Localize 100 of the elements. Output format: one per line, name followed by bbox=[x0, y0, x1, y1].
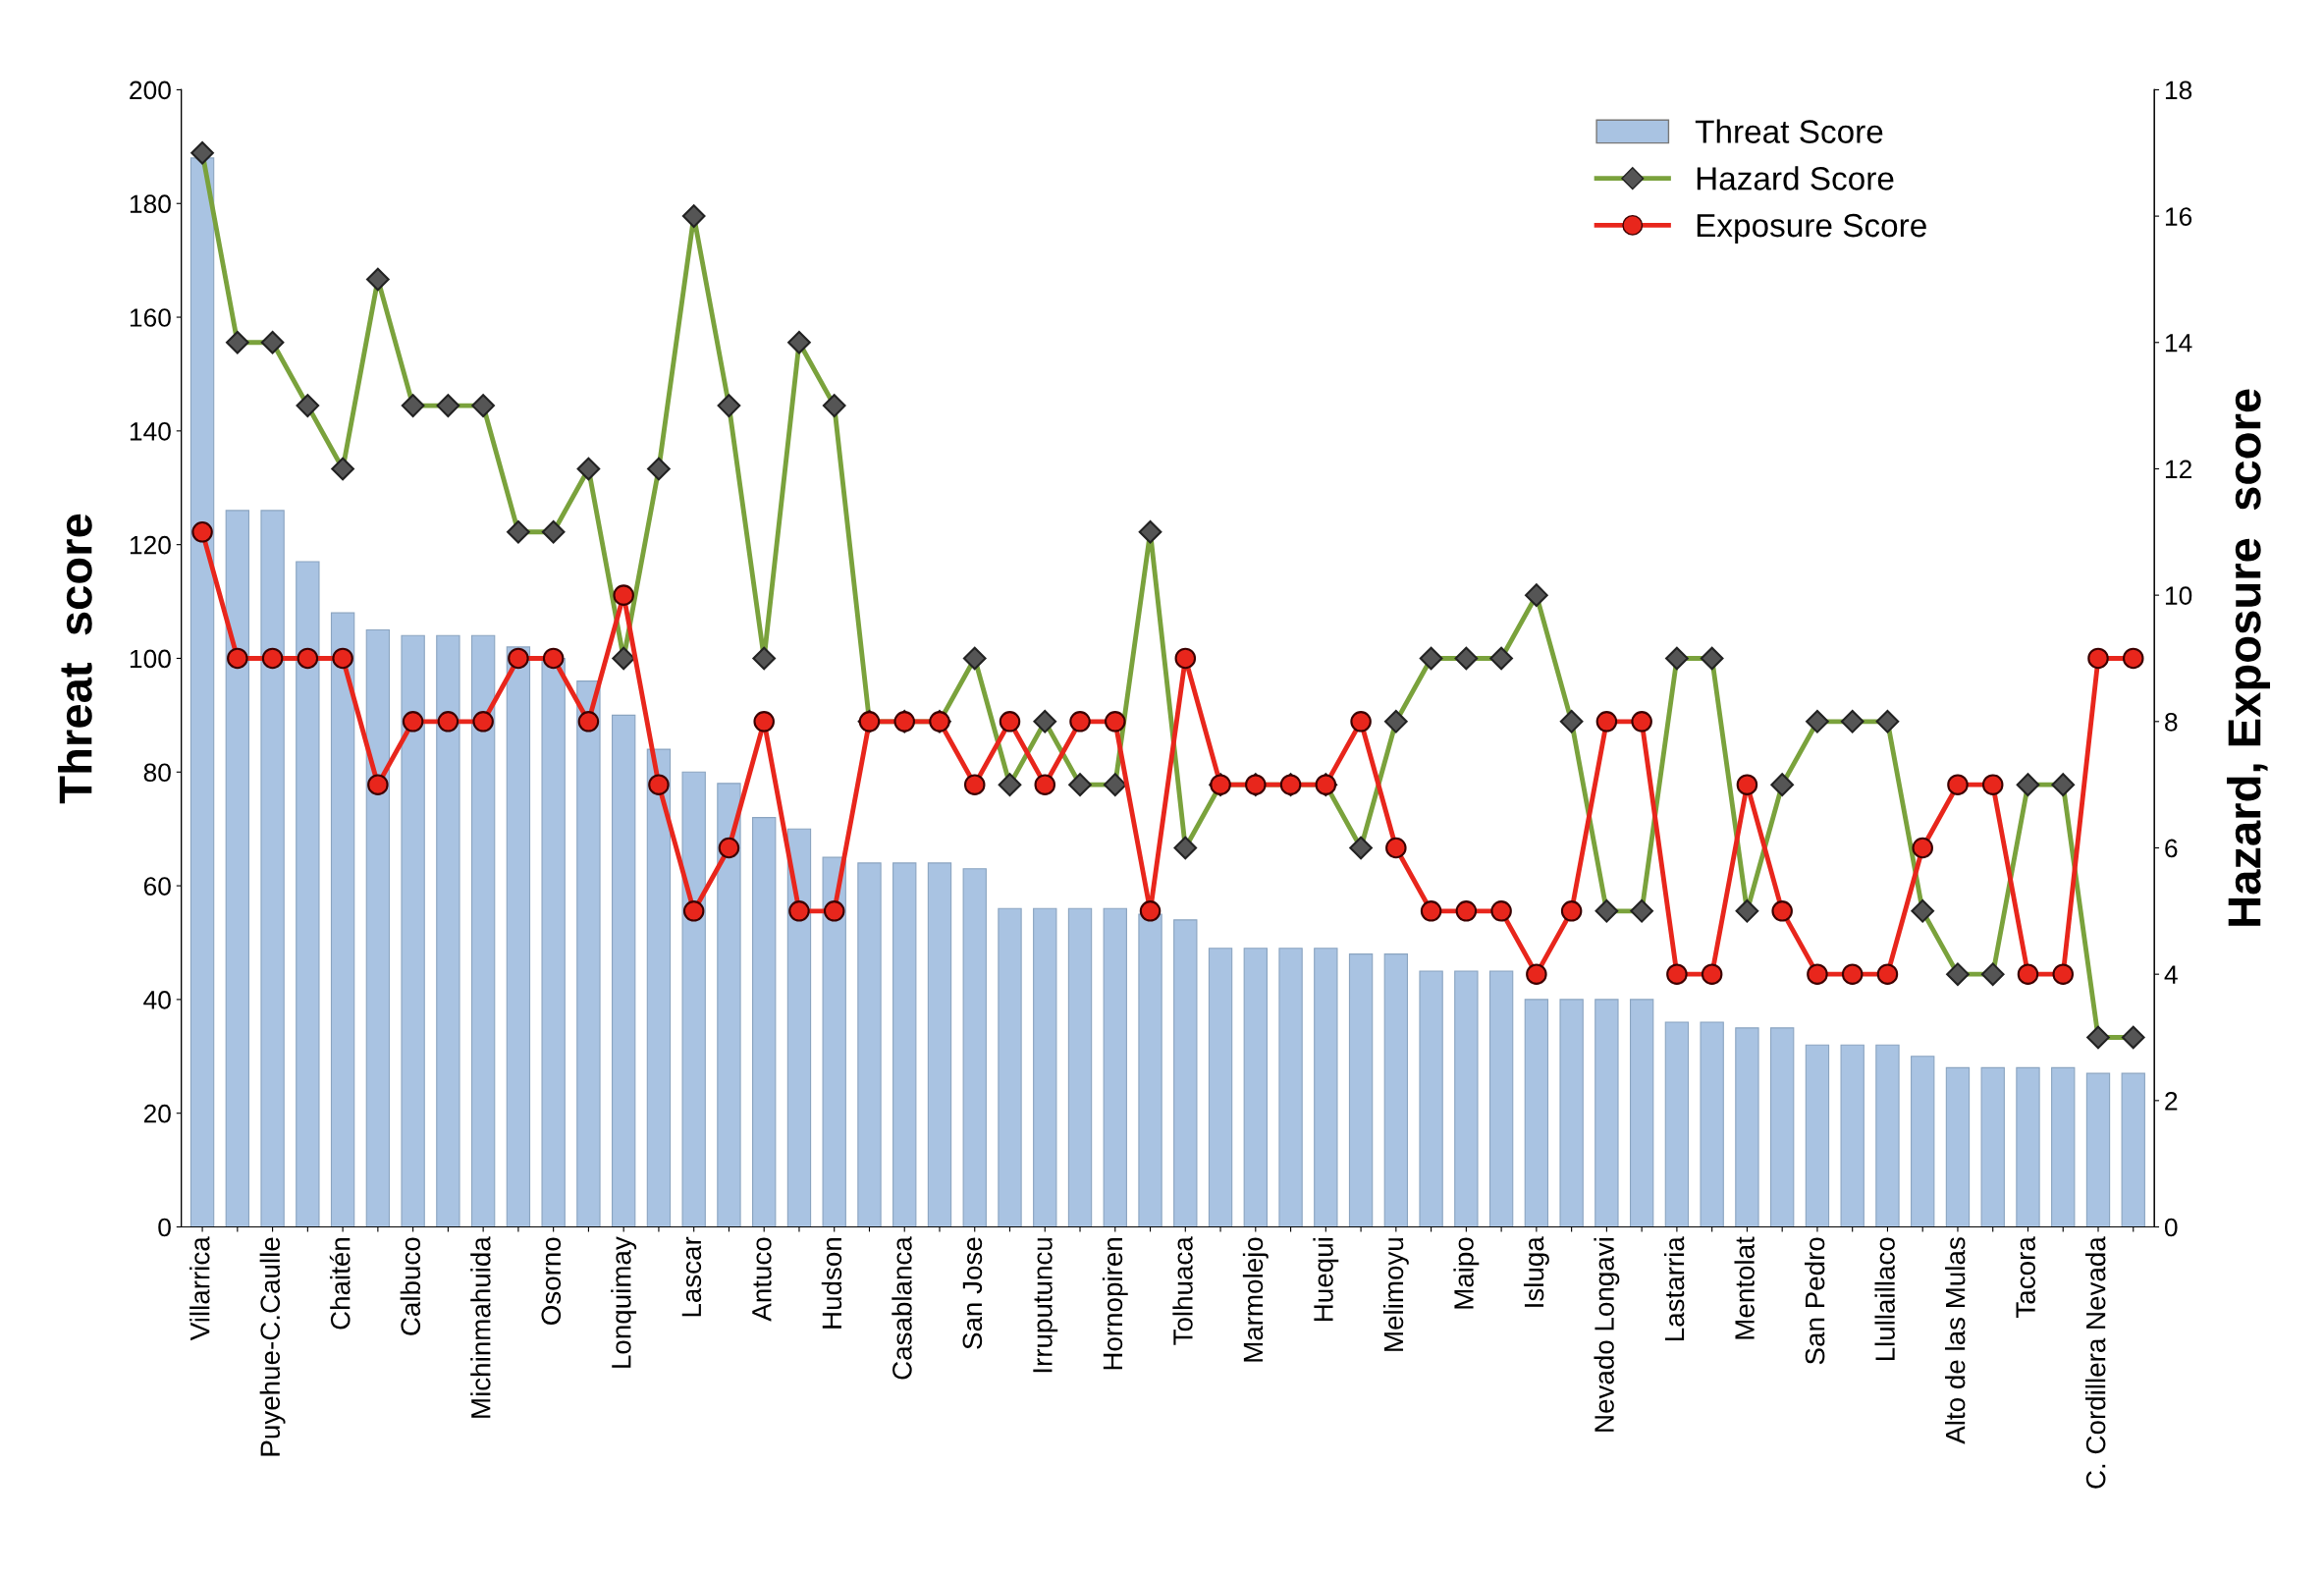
y-tick-label: 180 bbox=[130, 194, 171, 214]
point bbox=[2087, 647, 2109, 670]
point bbox=[682, 900, 705, 922]
y2-tick-label: 18 bbox=[2165, 81, 2192, 100]
bar bbox=[646, 748, 672, 1227]
point bbox=[718, 837, 740, 859]
x-tick-label: Antuco bbox=[752, 1237, 772, 1322]
x-tick-label: Llullaillaco bbox=[1874, 1237, 1895, 1361]
point bbox=[1876, 963, 1899, 985]
bar bbox=[1945, 1066, 1971, 1227]
bar bbox=[1383, 953, 1409, 1227]
point bbox=[1385, 837, 1407, 859]
x-tick-label: Tolhuaca bbox=[1172, 1236, 1193, 1345]
y2-tick-label: 8 bbox=[2165, 712, 2178, 732]
bar bbox=[998, 907, 1022, 1227]
y-tick-label: 0 bbox=[158, 1218, 171, 1237]
point bbox=[999, 711, 1021, 733]
bar bbox=[1067, 907, 1093, 1227]
point bbox=[613, 584, 634, 606]
point bbox=[332, 647, 353, 670]
bar bbox=[1840, 1044, 1865, 1227]
y2-tick-label: 12 bbox=[2165, 460, 2191, 479]
x-tick-label: San Pedro bbox=[1804, 1237, 1825, 1365]
y2-tick-label: 4 bbox=[2164, 965, 2178, 984]
bar bbox=[2051, 1066, 2076, 1227]
bar bbox=[1629, 999, 1654, 1227]
y-axis-title: Threat score bbox=[58, 514, 92, 804]
y-tick-label: 20 bbox=[143, 1104, 171, 1123]
point bbox=[1666, 963, 1688, 985]
x-tick-label: Lastarria bbox=[1663, 1236, 1685, 1341]
bar bbox=[1559, 999, 1584, 1227]
x-tick-label: Isluga bbox=[1523, 1236, 1549, 1307]
bar bbox=[506, 646, 531, 1227]
y-tick-label: 40 bbox=[143, 991, 171, 1009]
bar bbox=[260, 510, 285, 1227]
y2-tick-label: 14 bbox=[2165, 334, 2192, 353]
bar bbox=[470, 634, 496, 1227]
point bbox=[367, 774, 389, 795]
point bbox=[1526, 963, 1547, 985]
bar bbox=[1278, 948, 1303, 1227]
bar bbox=[1770, 1027, 1795, 1227]
bar bbox=[1208, 948, 1233, 1227]
y-tick-label: 120 bbox=[130, 535, 171, 555]
point bbox=[1595, 711, 1618, 733]
bar bbox=[2085, 1072, 2111, 1227]
point bbox=[1490, 900, 1512, 922]
bar bbox=[1664, 1021, 1690, 1227]
y-tick-label: 80 bbox=[143, 763, 171, 783]
bar bbox=[1875, 1044, 1900, 1227]
point bbox=[297, 647, 319, 670]
x-tick-label: Calbuco bbox=[400, 1237, 421, 1335]
y2-tick-label: 2 bbox=[2165, 1091, 2178, 1111]
bar bbox=[962, 868, 987, 1227]
bar bbox=[1524, 999, 1549, 1227]
x-tick-label: Chaitén bbox=[329, 1238, 351, 1330]
point bbox=[1105, 711, 1126, 733]
x-tick-label: Osorno bbox=[541, 1237, 562, 1326]
point bbox=[1350, 711, 1372, 733]
x-tick-label: Villarrica bbox=[189, 1236, 210, 1341]
bar bbox=[1419, 970, 1443, 1227]
bar bbox=[927, 862, 952, 1227]
bar bbox=[857, 862, 882, 1227]
bar bbox=[1138, 913, 1162, 1227]
x-tick-label: Tacora bbox=[2016, 1236, 2035, 1318]
y-tick-label: 100 bbox=[130, 649, 171, 669]
x-tick-label: Puyehue-C.Caulle bbox=[259, 1237, 286, 1456]
bar bbox=[225, 510, 250, 1227]
point bbox=[823, 900, 845, 922]
y2-tick-label: 0 bbox=[2164, 1218, 2178, 1237]
point bbox=[227, 647, 248, 670]
bar bbox=[1033, 907, 1057, 1227]
point bbox=[963, 774, 986, 795]
legend-label: Hazard Score bbox=[1697, 166, 1894, 190]
bar bbox=[541, 657, 566, 1227]
point bbox=[1455, 900, 1478, 922]
bar bbox=[1243, 948, 1268, 1227]
x-tick-label: Hornopiren bbox=[1102, 1238, 1128, 1370]
bar bbox=[1488, 970, 1514, 1227]
point bbox=[1069, 711, 1091, 733]
point bbox=[261, 647, 284, 670]
point bbox=[1841, 963, 1864, 985]
point bbox=[1947, 774, 1969, 795]
point bbox=[437, 711, 459, 733]
point bbox=[1560, 900, 1583, 922]
bar bbox=[296, 561, 320, 1227]
x-tick-label: Alto de las Mulas bbox=[1945, 1237, 1966, 1444]
bar bbox=[1805, 1044, 1830, 1227]
y-tick-label: 140 bbox=[130, 421, 171, 441]
bar bbox=[1454, 970, 1479, 1227]
point bbox=[1631, 711, 1652, 733]
bar bbox=[1980, 1066, 2005, 1227]
y-tick-label: 160 bbox=[130, 308, 171, 327]
x-tick-label: Mentolat bbox=[1734, 1236, 1755, 1339]
bar bbox=[1173, 919, 1198, 1227]
legend-label: Threat Score bbox=[1695, 119, 1883, 143]
bar bbox=[1911, 1056, 1935, 1227]
point bbox=[191, 521, 213, 543]
bar bbox=[1594, 999, 1619, 1227]
point bbox=[508, 647, 529, 670]
x-tick-label: San Jose bbox=[962, 1237, 983, 1349]
